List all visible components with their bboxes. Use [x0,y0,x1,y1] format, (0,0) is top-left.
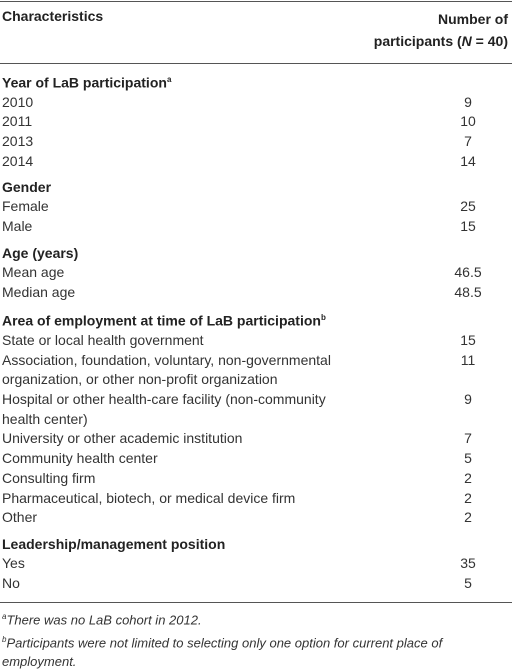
row-value: 48.5 [454,283,482,300]
footnote-mark: b [320,313,326,323]
row-value: 14 [460,152,476,169]
row-value: 2 [464,469,472,486]
table-row: Hospital or other health-care facility (… [0,390,512,429]
section-title: Year of LaB participationa [0,64,512,93]
table-row: Mean age 46.5 [0,263,512,283]
table-row: Median age 48.5 [0,283,512,303]
table-row: Pharmaceutical, biotech, or medical devi… [0,489,512,509]
row-label: 2011 [2,113,33,130]
header-participants: Number of participants (N = 40) [374,8,508,52]
row-value: 2 [464,509,472,526]
table-row: Yes 35 [0,554,512,574]
table-row: Male 15 [0,217,512,237]
table-row: 2010 9 [0,93,512,113]
row-value: 7 [464,430,472,447]
row-label: Female [2,198,49,215]
footnote-mark: a [166,75,172,84]
header-text: N [461,33,472,49]
section-title: Age (years) [0,237,512,263]
row-value: 15 [460,218,476,235]
header-text: participants ( [373,33,462,49]
row-label: Consulting firm [2,469,96,486]
row-value: 9 [464,93,472,110]
row-label: Yes [2,554,25,571]
row-value: 5 [464,574,472,591]
header-characteristics: Characteristics [2,8,104,24]
table-header: Characteristics Number of participants (… [0,1,512,64]
row-value: 2 [464,489,472,506]
section-title-text: Area of employment at time of LaB partic… [2,312,321,329]
row-label: Association, foundation, voluntary, non-… [2,351,331,388]
row-value: 25 [460,198,476,215]
table-row: Consulting firm 2 [0,469,512,489]
row-label: 2014 [2,152,34,169]
row-value: 15 [460,331,476,348]
row-label: Median age [2,283,76,300]
row-value: 35 [460,554,476,571]
table-row: Association, foundation, voluntary, non-… [0,351,512,390]
row-label: Other [2,509,38,526]
section-title-text: Leadership/management position [2,535,226,552]
table-row: State or local health government 15 [0,331,512,351]
table-body: Year of LaB participationa 2010 9 2011 10 201… [0,64,512,593]
section-title: Area of employment at time of LaB partic… [0,302,512,331]
row-label: Mean age [2,263,65,280]
footnote: bParticipants were not limited to select… [2,630,510,671]
row-label: 2013 [2,133,34,150]
footnote: aThere was no LaB cohort in 2012. [2,607,510,629]
header-text: = 40) [471,33,508,49]
section-title-text: Age (years) [2,244,79,261]
footnote-text: There was no LaB cohort in 2012. [6,612,202,628]
table-row: No 5 [0,574,512,594]
row-label: 2010 [2,93,34,110]
section-title-text: Gender [2,179,52,196]
table-row: University or other academic institution… [0,429,512,449]
row-value: 5 [464,450,472,467]
row-label: No [2,574,20,591]
row-label: Pharmaceutical, biotech, or medical devi… [2,489,296,506]
table-row: 2013 7 [0,132,512,152]
footnote-mark: b [2,634,7,644]
footnote-text: Participants were not limited to selecti… [2,635,443,670]
row-value: 9 [464,391,472,408]
table-row: 2011 10 [0,112,512,132]
row-value: 7 [464,133,472,150]
row-label: University or other academic institution [2,430,243,447]
footnote-mark: a [2,612,7,622]
section-title: Leadership/management position [0,528,512,554]
row-label: Male [2,218,33,235]
row-label: State or local health government [2,331,204,348]
table-row: Female 25 [0,197,512,217]
footnotes: aThere was no LaB cohort in 2012. bPartic… [0,602,512,671]
table-row: Community health center 5 [0,449,512,469]
section-title-text: Year of LaB participation [2,74,167,91]
row-value: 10 [460,113,476,130]
table-row: Other 2 [0,508,512,528]
row-label: Hospital or other health-care facility (… [2,391,326,427]
header-text: Number of [438,11,508,27]
row-value: 46.5 [454,263,482,280]
row-value: 11 [460,351,476,368]
row-label: Community health center [2,450,158,467]
section-title: Gender [0,171,512,197]
table-row: 2014 14 [0,152,512,172]
